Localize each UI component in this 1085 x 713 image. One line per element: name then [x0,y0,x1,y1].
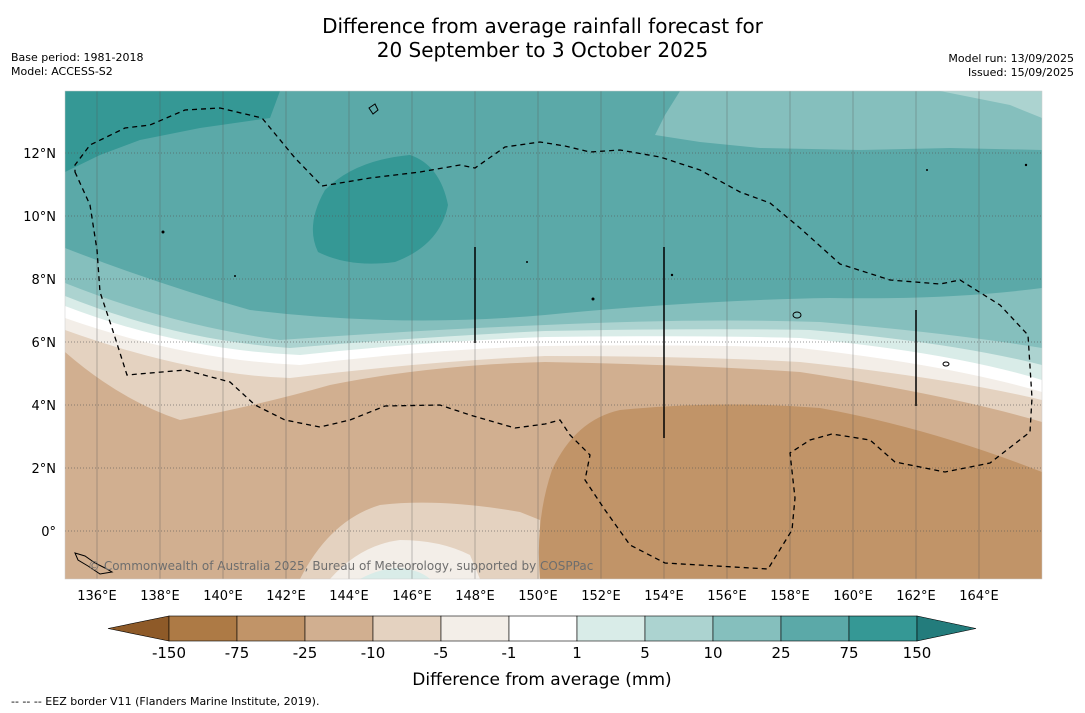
colorbar-segment [644,615,714,642]
colorbar-tick-label: 10 [703,644,722,662]
colorbar-segment [780,615,850,642]
y-tick-label: 2°N [32,462,57,477]
colorbar-tick-label: 25 [771,644,790,662]
colorbar-segment [440,615,510,642]
x-tick-label: 146°E [392,589,432,604]
colorbar-tick-label: -150 [152,644,186,662]
x-tick-label: 140°E [203,589,243,604]
island-outline [74,552,114,575]
y-tick-label: 4°N [32,399,57,414]
island-dot [591,297,595,301]
island-dot [1024,163,1028,167]
band-northeast-lighter [940,91,1042,118]
rainfall-map: © Commonwealth of Australia 2025, Bureau… [65,91,1042,579]
colorbar-tick-label: 1 [572,644,582,662]
colorbar: -150 -75 -25 -10 -5 -1 1 5 10 25 75 150 [107,615,977,662]
colorbar-segment [508,615,578,642]
island-dot [526,261,528,263]
x-tick-label: 156°E [707,589,747,604]
colorbar-tick-label: -25 [293,644,318,662]
meta-left: Base period: 1981-2018 Model: ACCESS-S2 [11,51,143,79]
x-tick-label: 138°E [140,589,180,604]
colorbar-extend-high [916,615,977,642]
island-outline [942,361,950,367]
colorbar-segment [712,615,782,642]
colorbar-tick-label: -10 [361,644,386,662]
island-outline [792,311,802,319]
band-south-5 [360,568,430,579]
colorbar-segment [576,615,646,642]
band-top-left-dark [65,91,280,172]
footnote: -- -- -- EEZ border V11 (Flanders Marine… [11,695,320,708]
copyright-text: © Commonwealth of Australia 2025, Bureau… [88,559,593,573]
band-northeast-light [655,91,1042,150]
title-line-2: 20 September to 3 October 2025 [376,38,709,62]
island-outline [368,103,379,115]
x-axis-ticks: 136°E 138°E 140°E 142°E 144°E 146°E 148°E 150°E… [77,589,999,604]
island-dot [670,273,674,277]
colorbar-tick-label: 150 [903,644,932,662]
x-tick-label: 144°E [329,589,369,604]
x-tick-label: 142°E [266,589,306,604]
x-tick-label: 136°E [77,589,117,604]
colorbar-tick-label: 75 [839,644,858,662]
x-tick-label: 164°E [959,589,999,604]
band-central-dark [312,155,448,264]
title-line-1: Difference from average rainfall forecas… [322,14,763,38]
x-tick-label: 158°E [770,589,810,604]
base-period: Base period: 1981-2018 [11,51,144,64]
colorbar-segment [168,615,238,642]
island-dot [234,275,236,277]
model-name: Model: ACCESS-S2 [11,65,113,78]
x-tick-label: 160°E [833,589,873,604]
y-tick-label: 8°N [32,273,57,288]
band-south-minus-1 [330,540,480,579]
y-axis-ticks: 12°N 10°N 8°N 6°N 4°N 2°N 0° [23,147,56,540]
map-gridlines [65,91,1042,579]
x-tick-label: 148°E [455,589,495,604]
model-run: Model run: 13/09/2025 [948,52,1074,65]
colorbar-segment [304,615,374,642]
map-frame [64,90,1043,580]
y-tick-label: 0° [41,525,56,540]
colorbar-extend-low [107,615,170,642]
island-dot [161,230,165,234]
colorbar-tick-label: -75 [225,644,250,662]
colorbar-segment [236,615,306,642]
colorbar-tick-label: -1 [502,644,517,662]
meta-right: Model run: 13/09/2025 Issued: 15/09/2025 [948,52,1074,80]
eez-border [74,107,1033,570]
colorbar-title: Difference from average (mm) [412,670,671,690]
colorbar-tick-label: -5 [434,644,449,662]
x-tick-label: 154°E [644,589,684,604]
y-tick-label: 6°N [32,336,57,351]
y-tick-label: 10°N [23,210,56,225]
x-tick-label: 150°E [518,589,558,604]
x-tick-label: 162°E [896,589,936,604]
issued-date: Issued: 15/09/2025 [967,66,1074,79]
colorbar-segment [848,615,918,642]
x-tick-label: 152°E [581,589,621,604]
colorbar-segment [372,615,442,642]
y-tick-label: 12°N [23,147,56,162]
map-title: Difference from average rainfall forecas… [0,14,1085,62]
island-dot [926,169,928,171]
colorbar-tick-label: 5 [640,644,650,662]
